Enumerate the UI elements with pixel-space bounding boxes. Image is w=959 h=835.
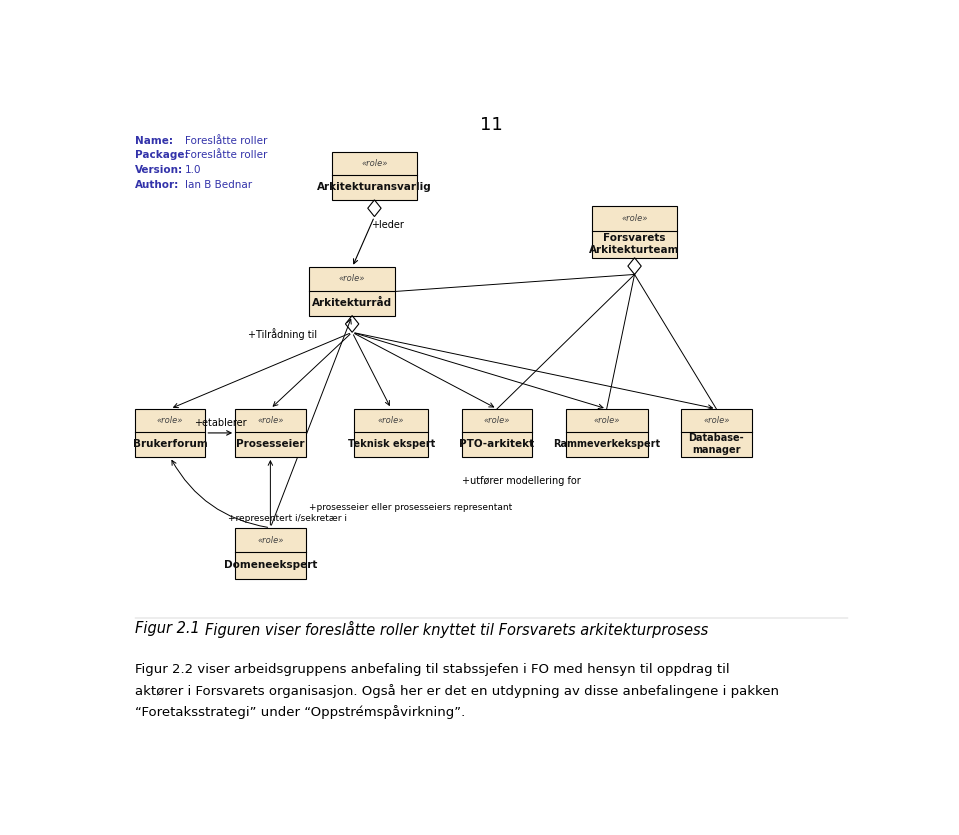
Bar — [566, 409, 647, 457]
Text: «role»: «role» — [339, 275, 365, 283]
Text: Database-
manager: Database- manager — [689, 433, 744, 455]
Text: Figuren viser foreslåtte roller knyttet til Forsvarets arkitekturprosess: Figuren viser foreslåtte roller knyttet … — [205, 621, 709, 638]
Text: +leder: +leder — [371, 220, 404, 230]
Text: “Foretaksstrategi” under “Oppstrémspåvirkning”.: “Foretaksstrategi” under “Oppstrémspåvi… — [134, 706, 465, 719]
Text: 1.0: 1.0 — [185, 165, 201, 175]
Text: Figur 2.2 viser arbeidsgruppens anbefaling til stabssjefen i FO med hensyn til o: Figur 2.2 viser arbeidsgruppens anbefali… — [134, 663, 730, 676]
Text: «role»: «role» — [621, 214, 647, 223]
Text: +prosesseier eller prosesseiers representant: +prosesseier eller prosesseiers represen… — [310, 503, 513, 512]
Text: Arkitekturansvarlig: Arkitekturansvarlig — [317, 182, 432, 192]
Bar — [235, 409, 306, 457]
Text: «role»: «role» — [257, 416, 284, 425]
Text: +representert i/sekretær i: +representert i/sekretær i — [227, 514, 346, 523]
Text: Name:: Name: — [134, 135, 173, 145]
Text: PTO-arkitekt: PTO-arkitekt — [459, 439, 534, 449]
Text: Rammeverkekspert: Rammeverkekspert — [553, 439, 660, 449]
Text: «role»: «role» — [378, 416, 405, 425]
Text: Foreslåtte roller: Foreslåtte roller — [185, 150, 268, 160]
Bar — [332, 152, 417, 200]
Text: Version:: Version: — [134, 165, 183, 175]
Bar — [134, 409, 205, 457]
Bar — [681, 409, 752, 457]
Text: Forsvarets
Arkitekturteam: Forsvarets Arkitekturteam — [590, 233, 680, 255]
Text: Prosesseier: Prosesseier — [236, 439, 305, 449]
Text: Arkitekturråd: Arkitekturråd — [312, 297, 392, 307]
Text: aktører i Forsvarets organisasjon. Også her er det en utdypning av disse anbefal: aktører i Forsvarets organisasjon. Også … — [134, 684, 779, 698]
Text: «role»: «role» — [157, 416, 183, 425]
Text: +utfører modellering for: +utfører modellering for — [462, 476, 580, 486]
Text: +etablerer: +etablerer — [194, 418, 246, 428]
Bar — [592, 206, 677, 258]
Text: Domeneekspert: Domeneekspert — [223, 560, 317, 570]
Text: «role»: «role» — [484, 416, 510, 425]
Text: Brukerforum: Brukerforum — [132, 439, 207, 449]
Text: «role»: «role» — [257, 535, 284, 544]
Text: Ian B Bednar: Ian B Bednar — [185, 180, 252, 190]
Bar — [310, 267, 395, 316]
Text: Author:: Author: — [134, 180, 179, 190]
Text: «role»: «role» — [703, 416, 730, 425]
Text: «role»: «role» — [362, 159, 387, 168]
Text: Figur 2.1: Figur 2.1 — [134, 621, 199, 636]
Bar — [354, 409, 429, 457]
Text: «role»: «role» — [594, 416, 620, 425]
Text: Teknisk ekspert: Teknisk ekspert — [347, 439, 434, 449]
Bar — [235, 528, 306, 579]
Text: Foreslåtte roller: Foreslåtte roller — [185, 135, 268, 145]
Text: 11: 11 — [480, 116, 503, 134]
Text: Package:: Package: — [134, 150, 188, 160]
Bar — [462, 409, 532, 457]
Text: +Tilrådning til: +Tilrådning til — [248, 328, 317, 341]
